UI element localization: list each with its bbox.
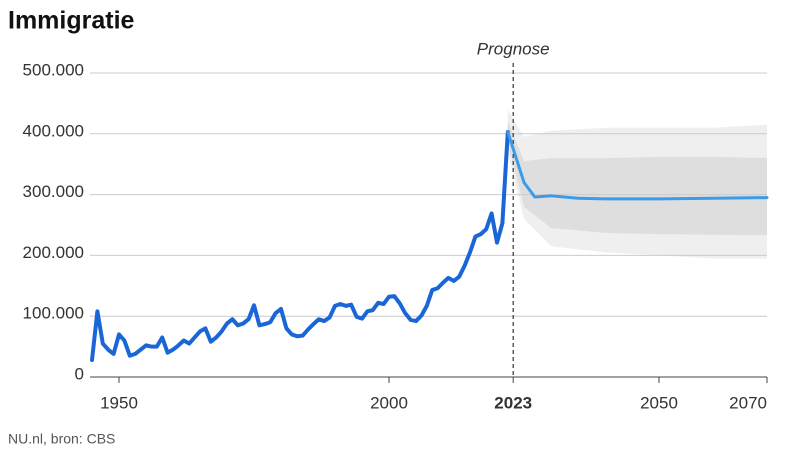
y-tick-label: 300.000	[23, 182, 84, 201]
y-tick-label: 200.000	[23, 243, 84, 262]
confidence-band	[507, 121, 767, 236]
source: NU.nl, bron: CBS	[8, 431, 115, 447]
data-line	[506, 130, 769, 201]
y-tick-label: 500.000	[23, 60, 84, 79]
x-tick-label: 2023	[494, 393, 532, 412]
x-tick-label: 1950	[100, 393, 138, 412]
y-tick-label: 100.000	[23, 304, 84, 323]
x-tick-label: 2070	[729, 393, 767, 412]
data-line	[90, 129, 510, 362]
x-tick-label: 2000	[370, 393, 408, 412]
x-tick-label: 2050	[640, 393, 678, 412]
chart-title: Immigratie	[8, 7, 135, 35]
forecast-annotation: Prognose	[477, 39, 550, 58]
y-tick-label: 0	[75, 364, 84, 383]
y-tick-label: 400.000	[23, 121, 84, 140]
